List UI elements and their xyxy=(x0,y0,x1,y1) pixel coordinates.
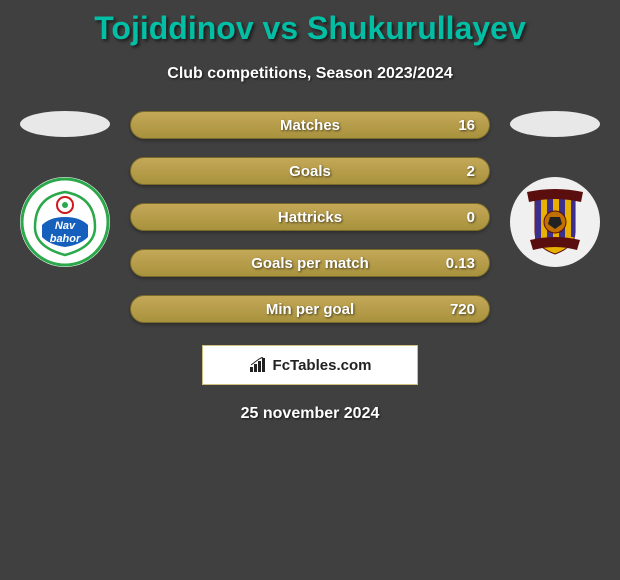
left-column: Nav bahor xyxy=(10,111,120,267)
svg-text:bahor: bahor xyxy=(50,233,81,245)
stat-bar-matches: Matches 16 xyxy=(130,111,490,139)
stat-bar-hattricks: Hattricks 0 xyxy=(130,203,490,231)
navbahor-logo-icon: Nav bahor xyxy=(20,177,110,267)
stat-value: 2 xyxy=(467,163,475,180)
qizilqum-logo-icon xyxy=(515,182,595,262)
stats-column: Matches 16 Goals 2 Hattricks 0 Goals per… xyxy=(120,111,500,323)
stat-bar-min-per-goal: Min per goal 720 xyxy=(130,295,490,323)
stat-value: 0 xyxy=(467,209,475,226)
stat-value: 0.13 xyxy=(446,255,475,272)
player-ellipse-right xyxy=(510,111,600,137)
svg-text:Nav: Nav xyxy=(55,220,76,232)
stat-label: Goals per match xyxy=(251,255,369,272)
club-badge-right xyxy=(510,177,600,267)
footer-brand-text: FcTables.com xyxy=(273,357,372,374)
stat-label: Hattricks xyxy=(278,209,342,226)
subtitle: Club competitions, Season 2023/2024 xyxy=(0,65,620,83)
stat-bar-goals-per-match: Goals per match 0.13 xyxy=(130,249,490,277)
stat-value: 16 xyxy=(458,117,475,134)
stat-label: Goals xyxy=(289,163,331,180)
right-column xyxy=(500,111,610,267)
stat-value: 720 xyxy=(450,301,475,318)
stat-label: Min per goal xyxy=(266,301,354,318)
stat-bar-goals: Goals 2 xyxy=(130,157,490,185)
club-badge-left: Nav bahor xyxy=(20,177,110,267)
page-title: Tojiddinov vs Shukurullayev xyxy=(0,0,620,47)
footer-brand-box[interactable]: FcTables.com xyxy=(202,345,418,385)
player-ellipse-left xyxy=(20,111,110,137)
content-row: Nav bahor Matches 16 Goals 2 Hattricks 0… xyxy=(0,111,620,323)
stat-label: Matches xyxy=(280,117,340,134)
date-text: 25 november 2024 xyxy=(0,405,620,423)
bar-chart-icon xyxy=(249,357,267,373)
